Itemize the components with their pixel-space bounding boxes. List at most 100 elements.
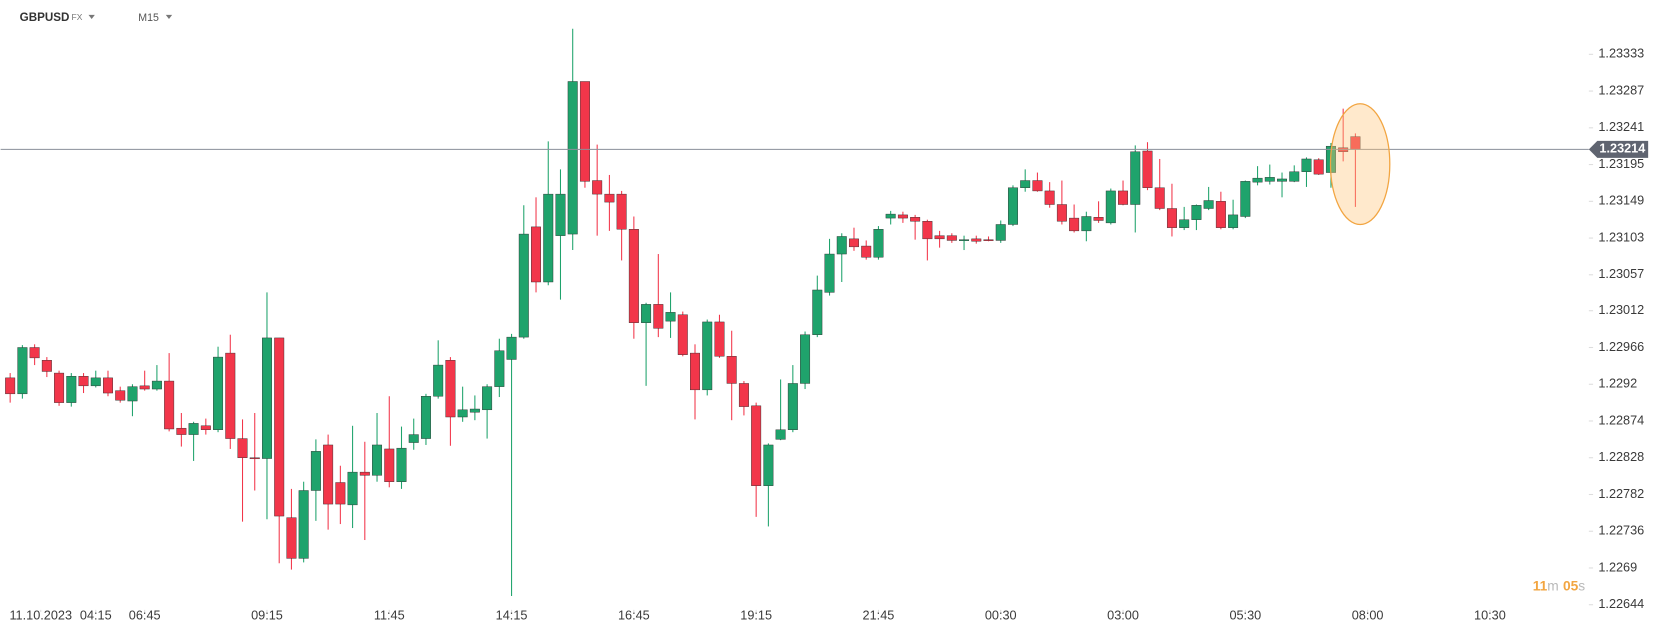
countdown-unit: m bbox=[1547, 578, 1558, 593]
candle-body bbox=[983, 239, 994, 241]
candle-body bbox=[1277, 178, 1287, 182]
highlight bbox=[1329, 103, 1391, 226]
candle-body bbox=[78, 376, 89, 387]
candle-body bbox=[1020, 180, 1031, 188]
y-tick-label: 1.22644 bbox=[1598, 597, 1644, 611]
candle-body bbox=[237, 438, 248, 458]
candle-body bbox=[261, 337, 272, 459]
candle-body bbox=[836, 236, 847, 255]
candle-body bbox=[188, 423, 199, 435]
candle-body bbox=[1081, 216, 1092, 232]
y-tick-label: 1.22966 bbox=[1598, 340, 1644, 354]
candle-body bbox=[5, 377, 16, 395]
candle-body bbox=[200, 425, 211, 430]
candle-body bbox=[812, 289, 823, 335]
candle-body bbox=[1056, 204, 1067, 222]
candle-body bbox=[420, 396, 431, 439]
candle-body bbox=[298, 490, 309, 559]
candle-body bbox=[897, 214, 908, 219]
candle-body bbox=[103, 377, 113, 394]
candle-body bbox=[445, 360, 456, 418]
y-tick-label: 1.23241 bbox=[1598, 120, 1644, 134]
candle-body bbox=[1069, 217, 1080, 232]
y-tick-label: 1.22736 bbox=[1598, 524, 1644, 538]
candle-body bbox=[726, 356, 737, 384]
candle-body bbox=[29, 347, 40, 359]
candle-body bbox=[1301, 158, 1312, 172]
countdown-value: 11 bbox=[1533, 578, 1548, 593]
candle-body bbox=[1191, 205, 1202, 220]
x-tick-label: 21:45 bbox=[863, 609, 895, 623]
y-tick-label: 1.23012 bbox=[1598, 303, 1644, 317]
candle-body bbox=[1044, 190, 1055, 205]
timeframe-dropdown[interactable] bbox=[165, 14, 173, 20]
candle-body bbox=[90, 377, 101, 387]
x-tick-label: 05:30 bbox=[1229, 609, 1261, 623]
candle-body bbox=[910, 217, 921, 222]
countdown-unit: s bbox=[1578, 578, 1585, 593]
y-tick-label: 1.23195 bbox=[1598, 157, 1644, 171]
candle-body bbox=[225, 352, 236, 439]
candle-body bbox=[115, 390, 126, 401]
candle-body bbox=[800, 334, 811, 384]
x-tick-label: 11:45 bbox=[374, 609, 405, 623]
candle-body bbox=[127, 386, 138, 402]
candle-body bbox=[518, 233, 529, 338]
candle-body bbox=[310, 451, 321, 491]
candle-body bbox=[323, 444, 334, 505]
candle-body bbox=[176, 427, 187, 435]
candle-body bbox=[1105, 190, 1116, 224]
y-tick-label: 1.2292 bbox=[1598, 377, 1637, 391]
candle-body bbox=[775, 429, 786, 440]
candle-body bbox=[1215, 201, 1226, 228]
x-tick-label: 08:00 bbox=[1352, 609, 1384, 623]
y-tick-label: 1.22828 bbox=[1598, 450, 1644, 464]
candle-body bbox=[763, 444, 774, 486]
x-tick-label: 04:15 bbox=[80, 609, 112, 623]
candle-body bbox=[922, 221, 933, 240]
candle-body bbox=[1203, 200, 1214, 209]
candle-body bbox=[1130, 151, 1141, 205]
candle-body bbox=[1166, 208, 1177, 228]
y-tick-label: 1.23057 bbox=[1598, 267, 1644, 281]
candle-body bbox=[274, 337, 285, 517]
candle-body bbox=[604, 193, 615, 203]
y-tick-label: 1.23149 bbox=[1598, 194, 1644, 208]
x-tick-label: 10:30 bbox=[1474, 609, 1506, 623]
y-tick-label: 1.2269 bbox=[1598, 560, 1637, 574]
candle-body bbox=[164, 380, 175, 430]
y-tick-label: 1.22782 bbox=[1598, 487, 1644, 501]
candle-body bbox=[494, 350, 505, 387]
candle-body bbox=[396, 447, 407, 482]
candle-body bbox=[702, 321, 713, 391]
symbol[interactable]: GBPUSD bbox=[20, 11, 70, 24]
timeframe[interactable]: M15 bbox=[138, 12, 159, 24]
candle-body bbox=[714, 321, 725, 357]
candle-body bbox=[1032, 180, 1043, 192]
last-price-label: 1.23214 bbox=[1599, 142, 1645, 156]
x-tick-label: 09:15 bbox=[251, 609, 283, 623]
x-tick-label: 16:45 bbox=[618, 609, 650, 623]
candle-body bbox=[1154, 187, 1165, 209]
candle-body bbox=[885, 213, 896, 219]
symbol-dropdown[interactable] bbox=[88, 14, 95, 20]
candle-body bbox=[555, 193, 566, 236]
candle-body bbox=[531, 226, 541, 283]
candle-body bbox=[543, 193, 554, 283]
candle-body bbox=[457, 409, 468, 418]
candle-body bbox=[1142, 150, 1153, 188]
y-tick-label: 1.23287 bbox=[1598, 83, 1644, 97]
candle-body bbox=[567, 81, 578, 235]
y-tick-label: 1.23333 bbox=[1598, 47, 1644, 61]
countdown-value: 05 bbox=[1563, 578, 1579, 593]
x-tick-label: 19:15 bbox=[740, 609, 772, 623]
candle-body bbox=[286, 517, 297, 559]
candle-body bbox=[1240, 181, 1251, 217]
x-tick-label: 14:15 bbox=[496, 609, 528, 623]
candle-body bbox=[1264, 177, 1275, 182]
candle-body bbox=[677, 314, 688, 355]
candle-body bbox=[1118, 190, 1129, 205]
candle-body bbox=[616, 193, 627, 230]
candle-body bbox=[751, 405, 762, 486]
